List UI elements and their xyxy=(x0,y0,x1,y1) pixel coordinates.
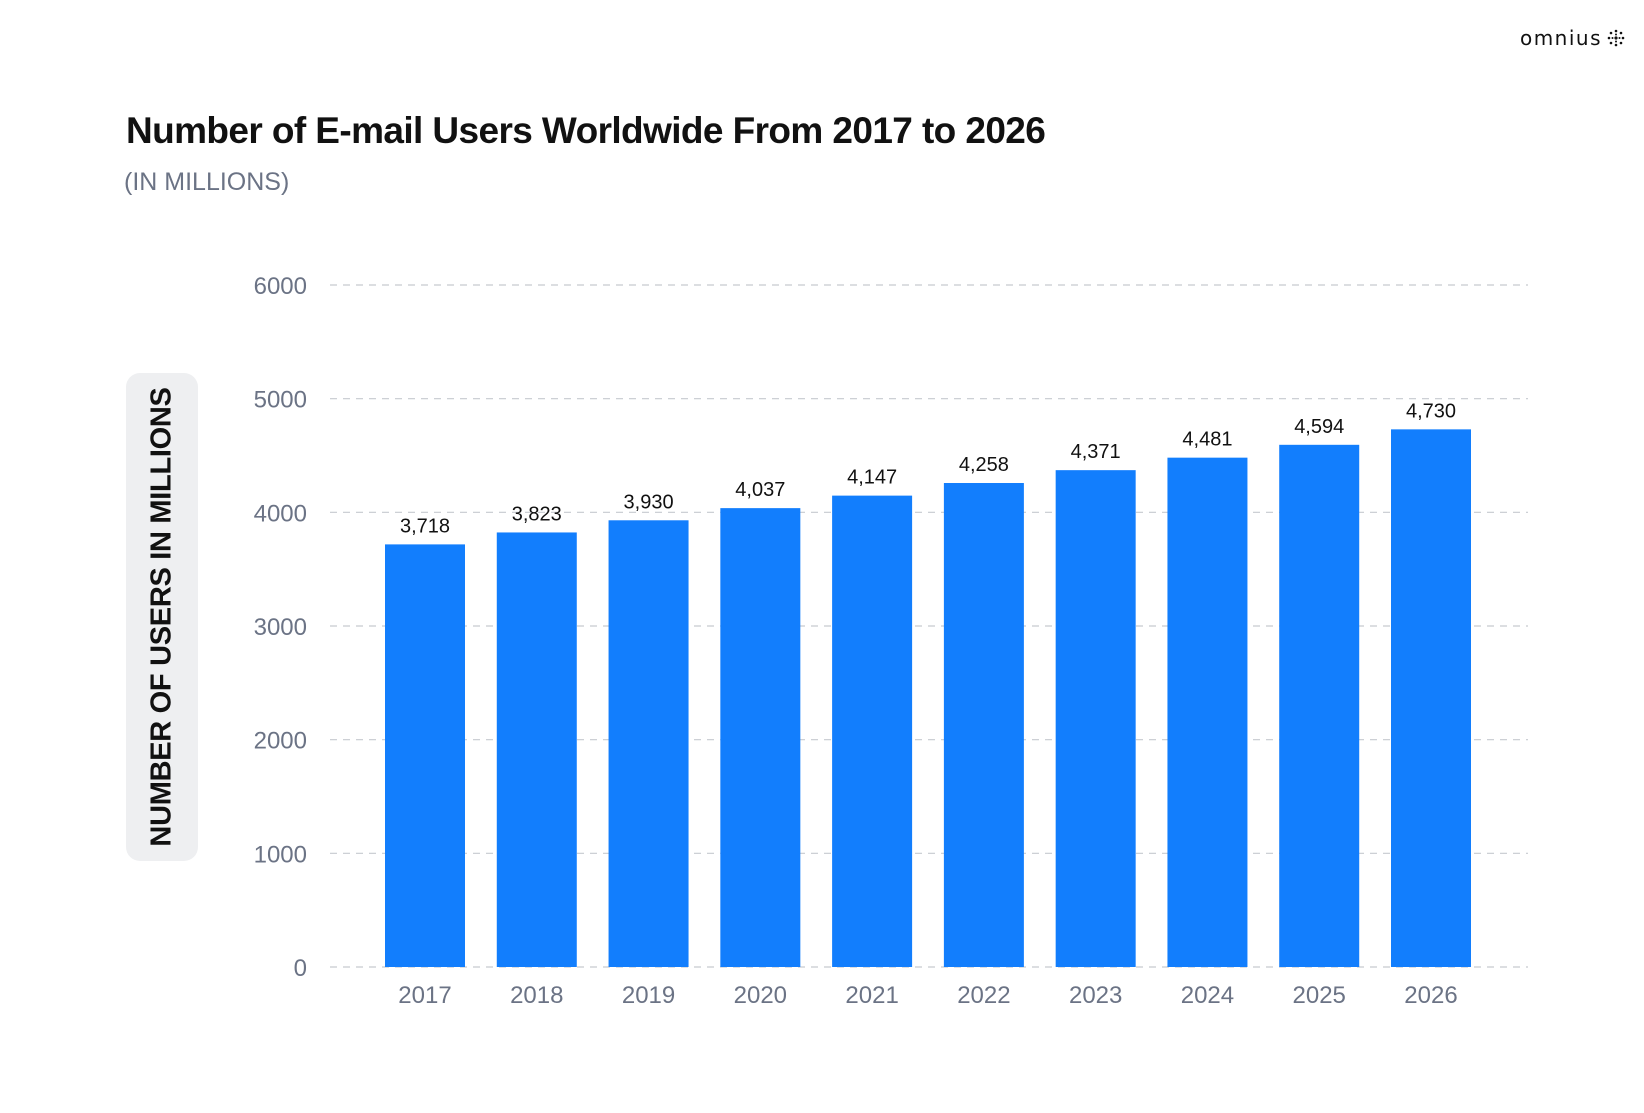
x-tick-label: 2019 xyxy=(622,982,675,1009)
brand-logo: omnius xyxy=(1520,26,1626,50)
bar xyxy=(608,520,689,967)
x-tick-label: 2021 xyxy=(845,982,898,1009)
x-tick-label: 2022 xyxy=(957,982,1010,1009)
bar xyxy=(496,532,577,967)
data-label: 3,823 xyxy=(512,503,562,525)
data-labels: 3,718 3,823 3,930 4,037 4,147 4,258 4,371 4,481… xyxy=(400,400,1456,537)
data-label: 4,037 xyxy=(735,479,785,501)
bar xyxy=(1391,429,1471,967)
data-label: 3,718 xyxy=(400,515,450,537)
y-tick-label: 6000 xyxy=(254,273,307,300)
brand-name: omnius xyxy=(1519,26,1602,50)
bar xyxy=(1279,444,1360,968)
y-tick-label: 2000 xyxy=(254,728,307,755)
x-tick-label: 2020 xyxy=(734,982,787,1009)
y-tick-label: 0 xyxy=(294,955,307,982)
bar xyxy=(1167,457,1248,967)
data-label: 4,481 xyxy=(1182,429,1232,451)
x-tick-label: 2024 xyxy=(1181,982,1234,1009)
bar xyxy=(1055,470,1136,967)
bar xyxy=(832,495,913,967)
y-axis-ticks: 0 1000 2000 3000 4000 5000 6000 xyxy=(254,273,307,982)
chart-title: Number of E-mail Users Worldwide From 20… xyxy=(126,110,1046,151)
data-label: 3,930 xyxy=(624,491,674,513)
chart-subtitle: (IN MILLIONS) xyxy=(124,168,290,196)
y-tick-label: 3000 xyxy=(254,614,307,641)
x-axis-ticks: 2017 2018 2019 2020 2021 2022 2023 2024 2025 2026 xyxy=(398,982,1457,1009)
x-tick-label: 2025 xyxy=(1293,982,1346,1009)
x-tick-label: 2018 xyxy=(510,982,563,1009)
data-label: 4,147 xyxy=(847,467,897,489)
bars xyxy=(385,429,1471,968)
y-tick-label: 1000 xyxy=(254,841,307,868)
omnius-logo-icon xyxy=(1607,29,1625,47)
data-label: 4,371 xyxy=(1071,441,1121,463)
y-axis-label-background xyxy=(126,373,198,861)
bar xyxy=(943,483,1024,967)
bar xyxy=(385,544,465,967)
data-label: 4,258 xyxy=(959,454,1009,476)
x-tick-label: 2017 xyxy=(398,982,451,1009)
y-tick-label: 4000 xyxy=(254,500,307,527)
x-tick-label: 2023 xyxy=(1069,982,1122,1009)
y-tick-label: 5000 xyxy=(254,387,307,414)
x-tick-label: 2026 xyxy=(1404,982,1457,1009)
data-label: 4,730 xyxy=(1406,400,1456,422)
data-label: 4,594 xyxy=(1294,416,1344,438)
bar xyxy=(720,508,801,967)
